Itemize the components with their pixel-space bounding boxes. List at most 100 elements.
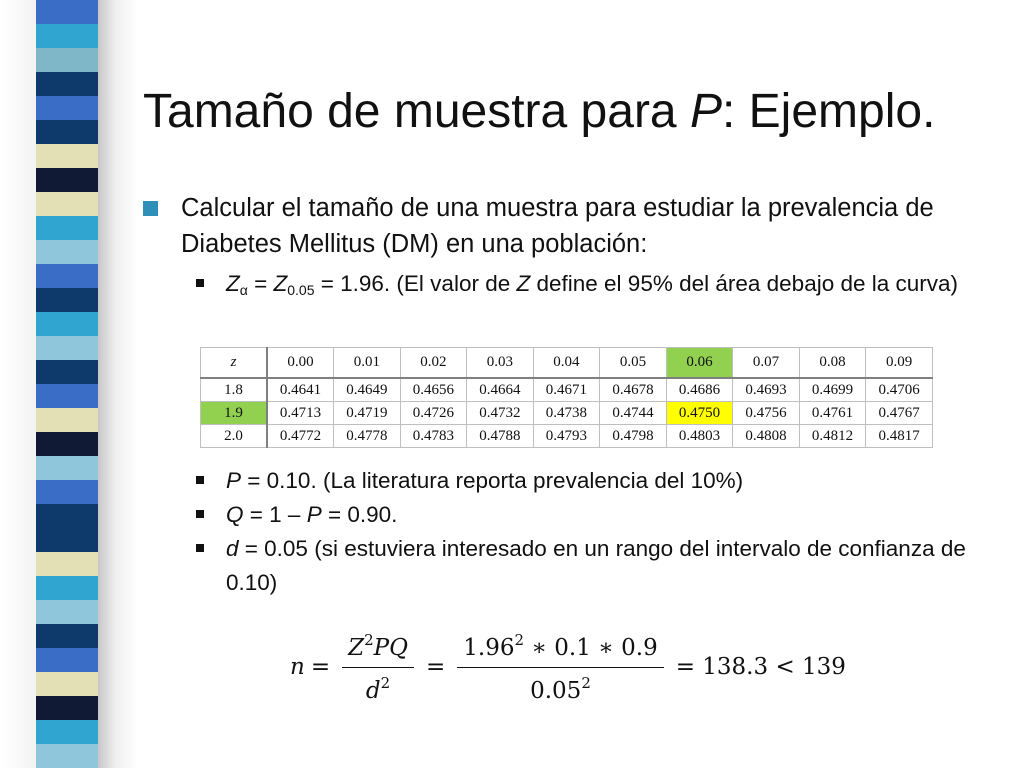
stripe-block — [36, 360, 98, 384]
table-cell: 0.4671 — [532, 377, 601, 402]
table-cell: 0.4803 — [665, 424, 734, 448]
title-prefix: Tamaño de muestra para — [143, 85, 690, 138]
table-cell: 0.4788 — [466, 424, 534, 448]
formula-result: = 138.3 < 139 — [675, 654, 846, 680]
table-cell: 0.4744 — [599, 401, 667, 425]
table-row-z: 2.0 — [200, 424, 269, 448]
formula-equals-2: = — [425, 654, 446, 680]
table-cell: 0.4778 — [333, 424, 401, 448]
stripe-block — [36, 144, 98, 168]
table-header-cell: 0.05 — [599, 347, 667, 379]
stripe-block — [36, 24, 98, 48]
table-cell: 0.4678 — [599, 377, 667, 402]
stripe-block — [36, 384, 98, 408]
stripe-block — [36, 264, 98, 288]
table-cell: 0.4713 — [266, 401, 335, 425]
sub-bullet-z-text: Zα = Z0.05 = 1.96. (El valor de Z define… — [226, 271, 959, 298]
stripe-block — [36, 600, 98, 624]
table-cell: 0.4738 — [532, 401, 601, 425]
stripe-block — [36, 696, 98, 720]
table-row-z: 1.8 — [200, 377, 269, 402]
table-cell: 0.4693 — [732, 377, 800, 402]
table-row: 1.8 0.4641 0.4649 0.4656 0.4664 0.4671 0.4678 0… — [200, 377, 933, 402]
table-cell: 0.4732 — [466, 401, 534, 425]
table-cell: 0.4706 — [865, 377, 933, 402]
main-bullet-text: Calcular el tamaño de una muestra para e… — [181, 194, 934, 258]
stripe-block — [36, 672, 98, 696]
table-row: 1.9 0.4713 0.4719 0.4726 0.4732 0.4738 0.4744 0… — [200, 401, 933, 425]
table-header-cell: 0.04 — [532, 347, 601, 379]
main-bullet: Calcular el tamaño de una muestra para e… — [143, 190, 993, 262]
stripe-block — [36, 432, 98, 456]
table-header-cell: 0.01 — [333, 347, 401, 379]
stripe-block — [36, 456, 98, 480]
table-header-cell: 0.09 — [865, 347, 933, 379]
table-header-cell: 0.03 — [466, 347, 534, 379]
square-bullet-icon — [196, 510, 204, 518]
stripe-block — [36, 624, 98, 648]
stripe-block — [36, 288, 98, 312]
stripe-block — [36, 528, 98, 552]
sub-bullet-q: Q = 1 – P = 0.90. — [196, 498, 986, 532]
formula-equals: = — [310, 654, 331, 680]
table-row-z: 1.9 — [200, 401, 269, 425]
table-cell: 0.4793 — [532, 424, 601, 448]
formula-fraction-numeric: 1.962 ∗ 0.1 ∗ 0.9 0.052 — [457, 631, 664, 704]
table-cell: 0.4798 — [599, 424, 667, 448]
table-header-z: z — [200, 347, 269, 379]
sample-size-formula: n = Z2PQ d2 = 1.962 ∗ 0.1 ∗ 0.9 0.052 = … — [290, 622, 852, 712]
stripe-block — [36, 576, 98, 600]
sub-bullet-q-text: Q = 1 – P = 0.90. — [226, 502, 398, 527]
table-row: 2.0 0.4772 0.4778 0.4783 0.4788 0.4793 0.4798 0… — [200, 424, 933, 448]
z-table: z 0.00 0.01 0.02 0.03 0.04 0.05 0.06 0.07 0.08 0.0… — [200, 347, 933, 448]
table-cell: 0.4783 — [399, 424, 468, 448]
stripe-block — [36, 120, 98, 144]
table-cell: 0.4641 — [266, 377, 335, 402]
table-cell: 0.4812 — [798, 424, 867, 448]
stripe-block — [36, 336, 98, 360]
sub-bullet-z: Zα = Z0.05 = 1.96. (El valor de Z define… — [196, 267, 986, 307]
formula-numeric-numerator: 1.962 ∗ 0.1 ∗ 0.9 — [457, 631, 664, 668]
formula-fraction-symbolic: Z2PQ d2 — [342, 631, 414, 704]
stripe-block — [36, 240, 98, 264]
slide-title: Tamaño de muestra para P: Ejemplo. — [143, 84, 935, 139]
table-cell: 0.4750 — [665, 401, 734, 425]
sub-bullet-p: P = 0.10. (La literatura reporta prevale… — [196, 464, 986, 498]
stripe-block — [36, 72, 98, 96]
stripe-block — [36, 480, 98, 504]
square-bullet-icon — [196, 544, 204, 552]
table-cell: 0.4726 — [399, 401, 468, 425]
table-cell: 0.4808 — [732, 424, 800, 448]
left-shade — [0, 0, 36, 768]
square-bullet-icon — [196, 279, 204, 287]
table-cell: 0.4656 — [399, 377, 468, 402]
stripe-block — [36, 648, 98, 672]
table-cell: 0.4761 — [798, 401, 867, 425]
table-header-cell: 0.06 — [665, 347, 734, 379]
decorative-stripe — [36, 0, 98, 768]
stripe-block — [36, 552, 98, 576]
table-cell: 0.4686 — [665, 377, 734, 402]
stripe-block — [36, 504, 98, 528]
stripe-block — [36, 0, 98, 24]
table-cell: 0.4649 — [333, 377, 401, 402]
table-header-cell: 0.08 — [798, 347, 867, 379]
table-cell: 0.4699 — [798, 377, 867, 402]
formula-denominator: d2 — [365, 673, 391, 704]
table-cell: 0.4664 — [466, 377, 534, 402]
square-bullet-icon — [196, 476, 204, 484]
table-cell: 0.4772 — [266, 424, 335, 448]
table-cell: 0.4817 — [865, 424, 933, 448]
stripe-block — [36, 408, 98, 432]
table-cell: 0.4756 — [732, 401, 800, 425]
stripe-block — [36, 192, 98, 216]
stripe-block — [36, 96, 98, 120]
formula-n: n — [290, 654, 305, 680]
stripe-block — [36, 720, 98, 744]
table-header-cell: 0.00 — [266, 347, 335, 379]
table-header-cell: 0.02 — [399, 347, 468, 379]
sub-bullet-d-text: d = 0.05 (si estuviera interesado en un … — [226, 536, 966, 595]
stripe-block — [36, 168, 98, 192]
table-cell: 0.4767 — [865, 401, 933, 425]
sub-bullet-p-text: P = 0.10. (La literatura reporta prevale… — [226, 468, 744, 493]
